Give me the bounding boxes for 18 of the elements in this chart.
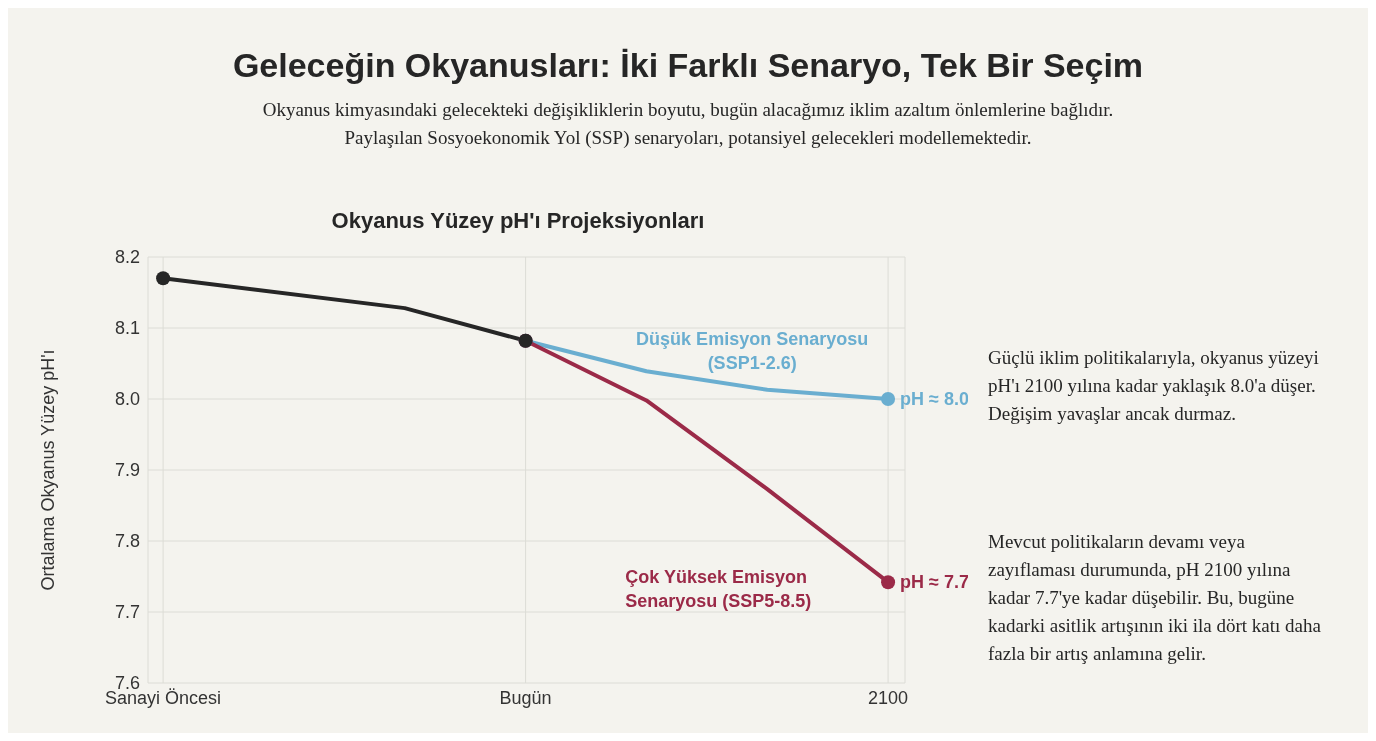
annotation: pH ≈ 7.7: [900, 572, 969, 593]
text: Okyanus Yüzey pH'ı Projeksiyonları: [330, 208, 706, 234]
series-label: Çok Yüksek Emisyon Senaryosu (SSP5-8.5): [625, 566, 812, 611]
text: Mevcut politikaların devamı veya zayıflaması durumunda, pH 2100 yılına kadar 7.7'ye kadar düşebilir. Bu, bugüne kadarki asitlik artışının iki ila dört katı daha fazla bir artış anlamına gelir.: [988, 530, 1322, 666]
y-tick-label: 8.0: [114, 389, 140, 410]
y-tick-label: 7.8: [114, 531, 140, 552]
y-tick-label: 8.1: [114, 318, 140, 339]
x-tick-label: 2100: [868, 687, 909, 708]
y-tick-label: 7.7: [114, 602, 140, 623]
annotation: pH ≈ 8.0: [900, 389, 969, 409]
text: Güçlü iklim politikalarıyla, okyanus yüzeyi pH'ı 2100 yılına kadar yaklaşık 8.0'a düşer. Değişim yavaşlar ancak durmaz.: [988, 346, 1320, 426]
y-tick-label: 7.9: [114, 460, 140, 481]
chart-title: Geleceğin Okyanusları: İki Farklı Senaryo, Tek Bir Seçim: [231, 46, 1145, 85]
series-label: Düşük Emisyon Senaryosu (SSP1-2.6): [636, 329, 869, 374]
y-tick-label: 8.2: [114, 247, 140, 268]
chart-subtitle: Okyanus kimyasındaki gelecekteki değişikliklerin boyutu, bugün alacağımız iklim azaltım önlemlerine bağlıdır. Paylaşılan Sosyoekonomik Yol (SSP) senaryoları, potansiyel gelecekleri modellemektedir.: [261, 98, 1115, 150]
x-tick-label: Bugün: [499, 687, 552, 708]
y-axis-title: Ortalama Okyanus Yüzey pH'ı: [38, 349, 59, 591]
